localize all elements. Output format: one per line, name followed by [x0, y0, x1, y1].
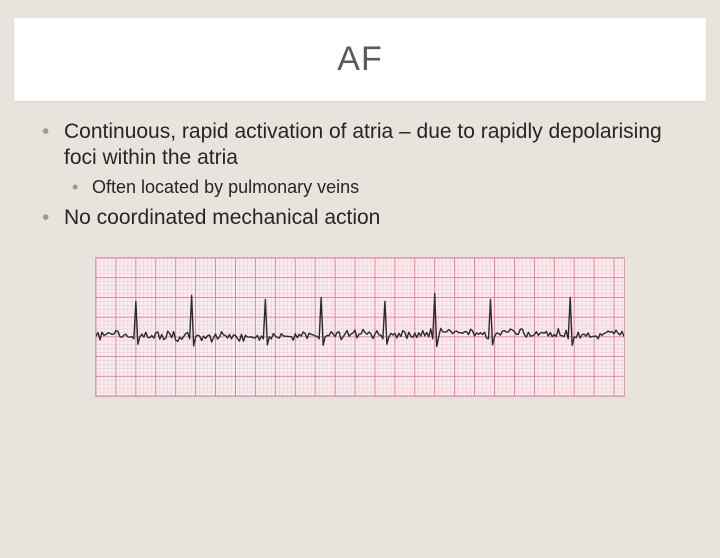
- bullet-text: No coordinated mechanical action: [64, 206, 380, 229]
- content-area: Continuous, rapid activation of atria – …: [0, 101, 720, 397]
- bullet-list: Continuous, rapid activation of atria – …: [34, 119, 686, 231]
- title-bar: AF: [14, 18, 706, 101]
- bullet-item: Continuous, rapid activation of atria – …: [42, 119, 686, 199]
- bullet-item: No coordinated mechanical action: [42, 205, 686, 231]
- ecg-strip: [95, 257, 625, 397]
- bullet-text: Continuous, rapid activation of atria – …: [64, 120, 662, 169]
- ecg-svg: [96, 258, 624, 396]
- sub-bullet-item: Often located by pulmonary veins: [72, 176, 686, 199]
- sub-bullet-list: Often located by pulmonary veins: [64, 176, 686, 199]
- slide-title: AF: [14, 40, 706, 79]
- sub-bullet-text: Often located by pulmonary veins: [92, 177, 359, 197]
